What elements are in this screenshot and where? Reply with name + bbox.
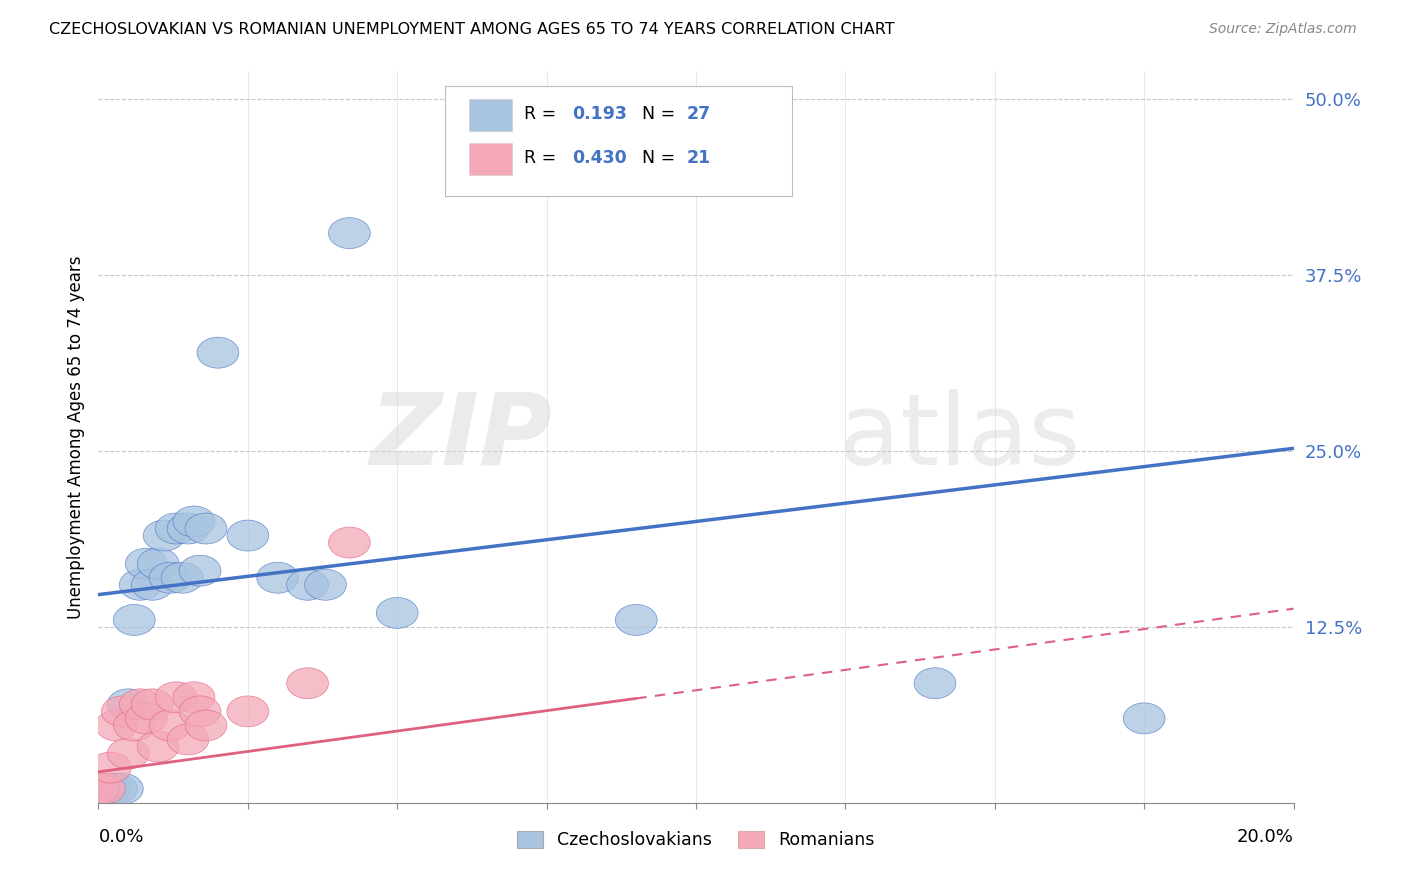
Ellipse shape xyxy=(287,569,329,600)
Ellipse shape xyxy=(329,527,370,558)
Text: 0.430: 0.430 xyxy=(572,149,627,167)
Ellipse shape xyxy=(101,773,143,805)
Ellipse shape xyxy=(287,668,329,698)
Ellipse shape xyxy=(149,562,191,593)
Text: ZIP: ZIP xyxy=(370,389,553,485)
Ellipse shape xyxy=(197,337,239,368)
Ellipse shape xyxy=(101,696,143,727)
Ellipse shape xyxy=(96,710,138,741)
Ellipse shape xyxy=(179,555,221,586)
Ellipse shape xyxy=(131,569,173,600)
Ellipse shape xyxy=(179,696,221,727)
Ellipse shape xyxy=(162,562,202,593)
Ellipse shape xyxy=(173,681,215,713)
Ellipse shape xyxy=(305,569,346,600)
Ellipse shape xyxy=(96,773,138,805)
Ellipse shape xyxy=(107,738,149,769)
Ellipse shape xyxy=(114,605,155,635)
Ellipse shape xyxy=(149,710,191,741)
Ellipse shape xyxy=(120,689,162,720)
Ellipse shape xyxy=(125,549,167,579)
Text: N =: N = xyxy=(643,104,681,123)
Ellipse shape xyxy=(186,710,226,741)
Ellipse shape xyxy=(186,513,226,544)
Ellipse shape xyxy=(329,218,370,249)
Ellipse shape xyxy=(131,689,173,720)
FancyBboxPatch shape xyxy=(470,99,512,131)
Ellipse shape xyxy=(167,513,209,544)
Ellipse shape xyxy=(155,513,197,544)
Text: 20.0%: 20.0% xyxy=(1237,828,1294,847)
Ellipse shape xyxy=(1123,703,1166,734)
Text: 21: 21 xyxy=(686,149,710,167)
Text: CZECHOSLOVAKIAN VS ROMANIAN UNEMPLOYMENT AMONG AGES 65 TO 74 YEARS CORRELATION C: CZECHOSLOVAKIAN VS ROMANIAN UNEMPLOYMENT… xyxy=(49,22,894,37)
Ellipse shape xyxy=(138,549,179,579)
Text: Source: ZipAtlas.com: Source: ZipAtlas.com xyxy=(1209,22,1357,37)
Ellipse shape xyxy=(138,731,179,762)
Ellipse shape xyxy=(90,773,131,805)
Text: 0.193: 0.193 xyxy=(572,104,627,123)
Ellipse shape xyxy=(226,696,269,727)
Text: 27: 27 xyxy=(686,104,710,123)
Ellipse shape xyxy=(107,689,149,720)
Ellipse shape xyxy=(173,506,215,537)
Ellipse shape xyxy=(167,724,209,755)
FancyBboxPatch shape xyxy=(470,143,512,175)
Ellipse shape xyxy=(114,710,155,741)
Ellipse shape xyxy=(120,569,162,600)
Ellipse shape xyxy=(257,562,298,593)
Ellipse shape xyxy=(226,520,269,551)
Text: N =: N = xyxy=(643,149,681,167)
Ellipse shape xyxy=(125,703,167,734)
Ellipse shape xyxy=(90,752,131,783)
Ellipse shape xyxy=(77,773,120,805)
Legend: Czechoslovakians, Romanians: Czechoslovakians, Romanians xyxy=(510,823,882,856)
Ellipse shape xyxy=(914,668,956,698)
Y-axis label: Unemployment Among Ages 65 to 74 years: Unemployment Among Ages 65 to 74 years xyxy=(66,255,84,619)
Ellipse shape xyxy=(83,773,125,805)
Ellipse shape xyxy=(143,520,186,551)
Ellipse shape xyxy=(155,681,197,713)
Ellipse shape xyxy=(83,773,125,805)
Text: 0.0%: 0.0% xyxy=(98,828,143,847)
Ellipse shape xyxy=(77,773,120,805)
FancyBboxPatch shape xyxy=(446,86,792,195)
Ellipse shape xyxy=(377,598,418,628)
Text: R =: R = xyxy=(524,149,561,167)
Text: atlas: atlas xyxy=(839,389,1081,485)
Text: R =: R = xyxy=(524,104,561,123)
Ellipse shape xyxy=(616,605,657,635)
